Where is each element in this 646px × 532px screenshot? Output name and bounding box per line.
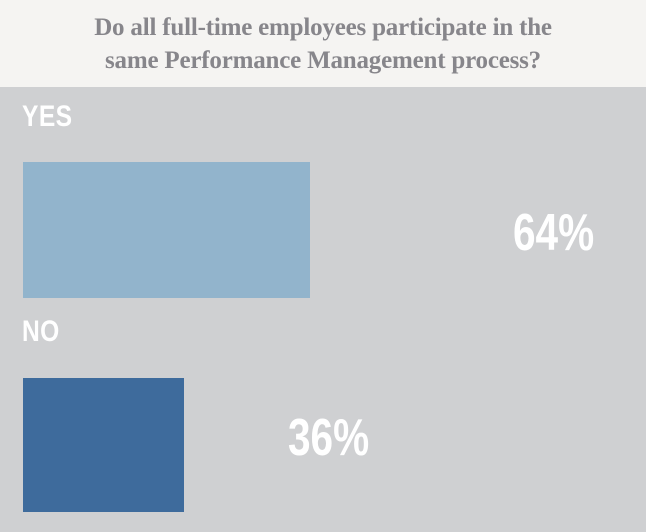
category-label-yes: YES xyxy=(22,100,73,133)
bar-yes xyxy=(23,162,310,298)
category-label-no: NO xyxy=(22,315,60,348)
chart-title-band: Do all full-time employees participate i… xyxy=(0,0,646,87)
bar-no xyxy=(23,378,184,512)
value-label-no: 36% xyxy=(288,409,370,467)
chart-title-line-2: same Performance Management process? xyxy=(105,46,541,74)
chart-title: Do all full-time employees participate i… xyxy=(94,11,552,77)
chart-title-line-1: Do all full-time employees participate i… xyxy=(94,13,552,41)
value-label-yes: 64% xyxy=(513,204,595,262)
bar-chart: YES 64% NO 36% xyxy=(0,87,646,532)
